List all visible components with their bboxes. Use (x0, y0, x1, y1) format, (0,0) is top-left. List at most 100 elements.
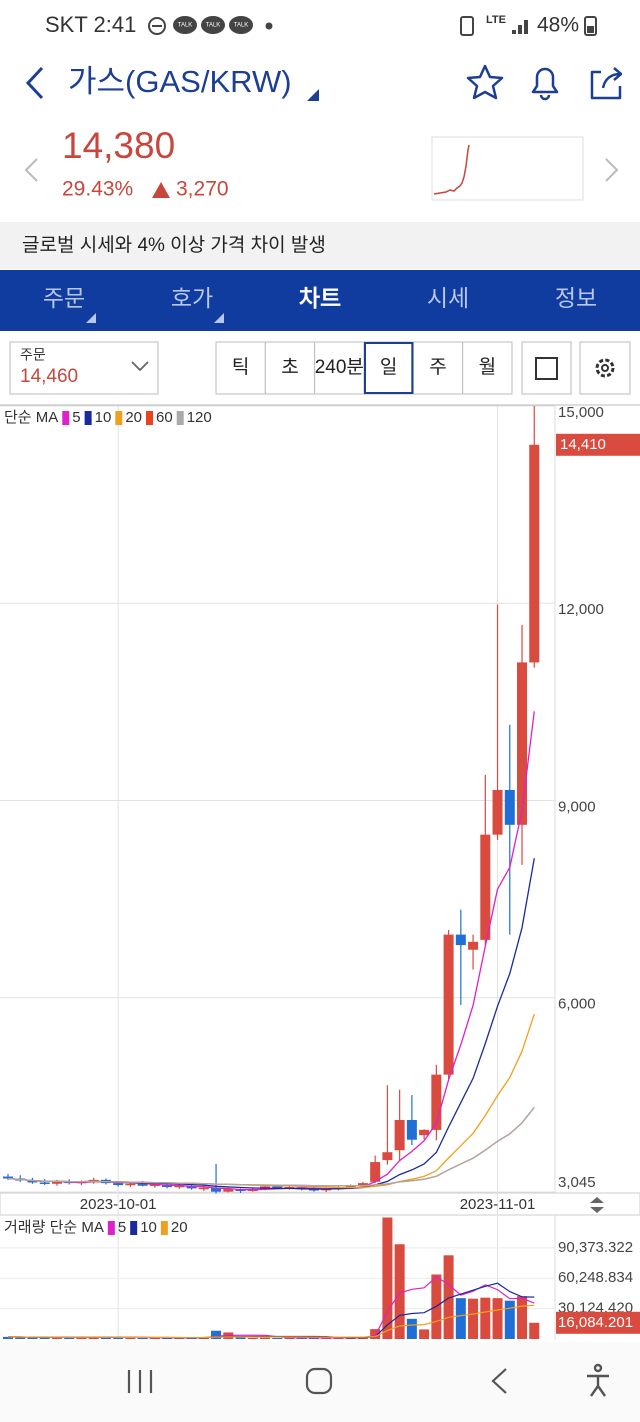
last-price-label: 14,410 (560, 436, 606, 453)
legend-swatch (62, 411, 70, 425)
y-tick-label: 3,045 (558, 1174, 596, 1191)
tab[interactable]: 차트 (299, 285, 341, 311)
back-nav-button[interactable] (491, 1368, 507, 1394)
period-label: 초 (281, 357, 298, 378)
volume-ma-line (7, 1276, 535, 1339)
recents-button[interactable] (127, 1370, 153, 1393)
back-button[interactable] (25, 66, 44, 100)
volume-bar (419, 1329, 430, 1339)
period-button[interactable] (412, 341, 464, 395)
signal-icon (512, 20, 528, 34)
up-triangle (152, 182, 170, 198)
tab[interactable]: 호가 (171, 285, 213, 311)
candle-body (345, 1185, 356, 1188)
volume-bar (88, 1336, 99, 1339)
last-volume-label: 16,084.201 (558, 1314, 633, 1331)
header-title[interactable]: 가스(GAS/KRW) (68, 64, 292, 99)
share-button[interactable] (590, 67, 623, 100)
candle-body (394, 1120, 405, 1151)
period-label: 일 (380, 356, 397, 378)
y-tick-label: 6,000 (558, 996, 596, 1013)
volume-bar (51, 1337, 62, 1339)
resize-handle[interactable] (590, 1197, 604, 1213)
period-selector: 틱 초 240분 일 주 월 (215, 341, 513, 395)
volume-bar (382, 1217, 393, 1339)
volume-bar (27, 1337, 38, 1339)
period-button[interactable] (264, 341, 316, 395)
legend-title: 단순 MA (4, 409, 58, 426)
compare-icon (535, 357, 558, 380)
alarm-button[interactable] (531, 67, 559, 101)
period-button[interactable] (215, 341, 266, 395)
notice-bar (0, 222, 640, 269)
tab[interactable]: 시세 (427, 285, 469, 311)
talk-label: TALK (234, 23, 249, 29)
chart: 2023-10-01 2023-11-01 15,000 12,000 9,000 6,0… (0, 404, 640, 1340)
tabs: 주문 호가 차트 시세 정보 (43, 285, 597, 323)
battery-icon (584, 16, 597, 36)
tab[interactable]: 정보 (555, 285, 597, 311)
accessibility-button[interactable] (587, 1363, 609, 1397)
dnd-icon (148, 17, 166, 35)
period-button[interactable] (462, 341, 513, 395)
order-price: 14,460 (20, 366, 78, 387)
ma-line (7, 1106, 535, 1187)
compare-button[interactable] (521, 341, 572, 395)
volume-bar (517, 1296, 528, 1339)
volume-bar (504, 1300, 515, 1339)
legend-label: 60 (156, 409, 173, 426)
nav-bar (0, 1342, 640, 1422)
legend-label: 20 (125, 409, 142, 426)
x-tick-label: 2023-11-01 (460, 1196, 536, 1213)
volume-bar (174, 1337, 185, 1339)
ma-line (7, 1013, 535, 1189)
candle-body (419, 1129, 430, 1136)
sparkline (433, 144, 470, 195)
candle-body (39, 1182, 50, 1184)
legend-label: 10 (95, 409, 112, 426)
favorite-button[interactable] (466, 64, 504, 100)
tab[interactable]: 주문 (43, 285, 85, 311)
volume-bar (529, 1322, 540, 1339)
candle-body (272, 1186, 283, 1189)
candle-body (27, 1180, 38, 1183)
battery-level: 48% (537, 14, 579, 37)
candle-body (529, 444, 540, 663)
dot (265, 22, 273, 30)
period-label: 주 (429, 357, 446, 378)
volume-bar (394, 1244, 405, 1339)
volume-bar (64, 1337, 75, 1339)
period-label: 240분 (315, 357, 364, 378)
legend-label: 5 (118, 1219, 126, 1236)
candle-body (308, 1189, 319, 1191)
candle-body (517, 662, 528, 825)
current-price: 14,380 (62, 125, 175, 166)
volume-bar (137, 1337, 148, 1339)
notice-text: 글로벌 시세와 4% 이상 가격 차이 발생 (22, 234, 326, 256)
title-dropdown[interactable] (307, 89, 319, 101)
volume-bar (260, 1337, 271, 1339)
period-button[interactable] (314, 341, 365, 395)
legend-swatch (146, 411, 153, 425)
volume-bar (247, 1337, 258, 1339)
volume-bar (125, 1337, 136, 1339)
next-button[interactable] (605, 158, 619, 182)
legend-label: 5 (72, 409, 80, 426)
candle-body (125, 1183, 136, 1186)
candle-body (3, 1176, 13, 1179)
change-amount: 3,270 (176, 178, 229, 201)
prev-button[interactable] (24, 158, 38, 182)
order-dropdown[interactable] (9, 341, 159, 395)
volume-bar (443, 1255, 454, 1339)
talk-icon (173, 16, 197, 34)
settings-button[interactable] (579, 341, 631, 395)
status-time: SKT 2:41 (45, 12, 136, 37)
legend-label: 10 (140, 1219, 157, 1236)
candle-body (174, 1185, 185, 1188)
candle-body (455, 934, 466, 946)
home-button[interactable] (305, 1367, 333, 1395)
volume-bar (272, 1337, 283, 1339)
candle-body (480, 834, 491, 940)
candle-body (223, 1189, 234, 1192)
